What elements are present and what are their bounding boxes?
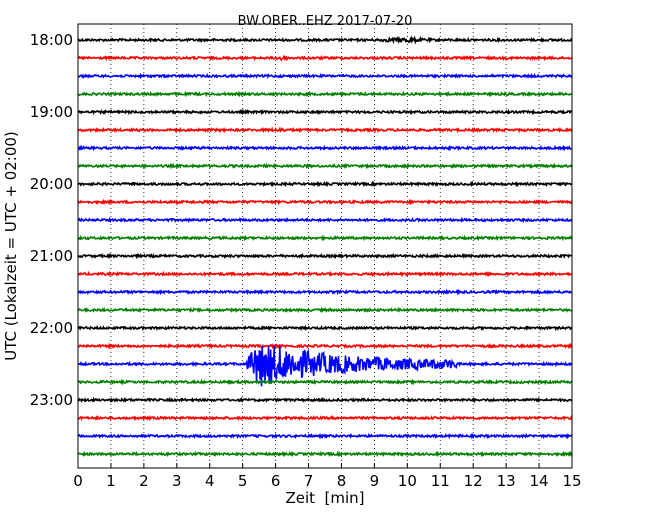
trace-row (77, 345, 573, 387)
y-tick-label: 23:00 (30, 391, 73, 409)
trace-row (77, 90, 573, 98)
trace-row (77, 144, 573, 152)
x-axis-ticks: 0 1 2 3 4 5 6 7 8 9 10 11 12 13 14 15 (73, 463, 582, 490)
x-tick-label: 8 (337, 472, 347, 490)
trace-row (77, 324, 573, 332)
trace-row (77, 35, 573, 45)
trace-row (77, 450, 573, 458)
trace-row (77, 180, 573, 188)
x-tick-label: 12 (464, 472, 483, 490)
trace-row (77, 234, 573, 242)
x-tick-label: 4 (205, 472, 215, 490)
trace-rows (77, 35, 573, 458)
y-tick-label: 21:00 (30, 247, 73, 265)
trace-row (77, 378, 573, 386)
trace-row (77, 396, 573, 404)
x-tick-label: 2 (139, 472, 149, 490)
x-tick-label: 5 (238, 472, 248, 490)
x-tick-label: 6 (271, 472, 281, 490)
trace-row (77, 198, 573, 206)
x-tick-label: 11 (431, 472, 450, 490)
plot-frame (77, 23, 573, 469)
trace-row (77, 288, 573, 296)
trace-row (77, 414, 573, 422)
y-axis-label: UTC (Lokalzeit = UTC + 02:00) (2, 131, 20, 361)
x-tick-label: 15 (562, 472, 581, 490)
trace-row (77, 342, 573, 350)
x-tick-label: 3 (172, 472, 182, 490)
trace-row (77, 108, 573, 116)
trace-row (77, 126, 573, 134)
chart-title: BW.OBER..EHZ 2017-07-20 (238, 14, 413, 29)
trace-row (77, 270, 573, 278)
y-tick-label: 18:00 (30, 31, 73, 49)
trace-row (77, 432, 573, 440)
x-tick-label: 0 (73, 472, 83, 490)
x-tick-label: 7 (304, 472, 314, 490)
trace-row (78, 306, 573, 314)
x-tick-label: 1 (106, 472, 116, 490)
trace-row (77, 216, 573, 224)
x-tick-label: 13 (497, 472, 516, 490)
y-tick-label: 22:00 (30, 319, 73, 337)
trace-row (77, 72, 573, 80)
y-tick-label: 19:00 (30, 103, 73, 121)
x-tick-label: 10 (398, 472, 417, 490)
x-tick-label: 14 (530, 472, 549, 490)
y-tick-label: 20:00 (30, 175, 73, 193)
y-axis-ticks: 18:00 19:00 20:00 21:00 22:00 23:00 (30, 31, 83, 409)
x-tick-label: 9 (370, 472, 380, 490)
trace-row (77, 54, 573, 62)
x-axis-label: Zeit [min] (285, 489, 364, 507)
trace-row (77, 162, 573, 170)
trace-row (77, 252, 573, 260)
